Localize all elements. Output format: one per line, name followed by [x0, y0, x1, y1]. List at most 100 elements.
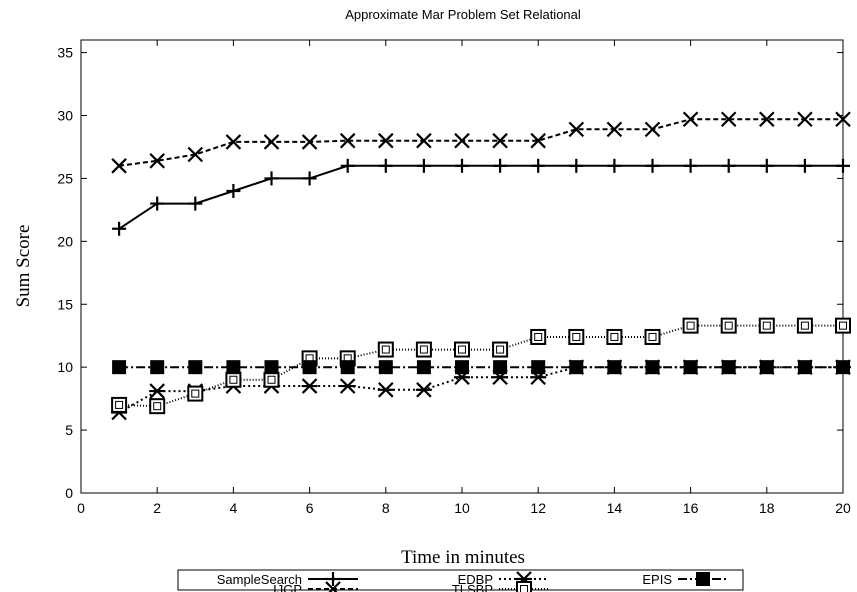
data-point	[112, 221, 127, 236]
data-point	[721, 360, 736, 375]
data-point	[516, 581, 532, 592]
data-point	[720, 317, 737, 334]
y-tick-label: 30	[57, 108, 73, 124]
x-axis: 0 2 4 6 8 10 12 14 16 18 20	[77, 40, 851, 516]
data-point	[188, 196, 203, 211]
data-point	[339, 378, 356, 394]
series-line	[118, 118, 843, 167]
x-tick-label: 18	[759, 500, 775, 516]
data-point	[721, 158, 736, 173]
data-point	[454, 341, 470, 358]
x-tick-label: 10	[454, 500, 470, 516]
data-point	[454, 132, 470, 149]
data-point	[263, 371, 280, 388]
x-axis-label: Time in minutes	[401, 547, 525, 568]
data-point	[759, 158, 774, 173]
data-point	[187, 385, 204, 402]
legend-label: IJGP	[273, 582, 302, 592]
data-point	[568, 121, 585, 138]
data-point	[302, 360, 317, 375]
series-layer	[111, 111, 851, 421]
data-point	[340, 158, 355, 173]
plot-frame	[80, 39, 844, 494]
legend-item: TLSBP	[452, 581, 549, 592]
y-tick-label: 15	[57, 296, 73, 312]
data-point	[682, 111, 699, 128]
data-point	[264, 360, 279, 375]
data-point	[301, 134, 318, 150]
data-point	[836, 158, 850, 173]
data-point	[416, 132, 432, 149]
data-point	[188, 360, 203, 375]
data-point	[493, 360, 508, 375]
data-point	[264, 171, 279, 186]
legend-item: SampleSearch	[217, 572, 358, 587]
data-point	[607, 158, 622, 173]
data-point	[720, 111, 737, 128]
data-point	[569, 360, 584, 375]
series-line	[118, 164, 843, 230]
data-point	[797, 360, 812, 375]
data-point	[187, 146, 204, 163]
data-point	[225, 371, 242, 388]
x-tick-label: 20	[835, 500, 851, 516]
data-point	[644, 328, 661, 345]
data-point	[301, 378, 318, 394]
data-point	[378, 360, 393, 375]
data-point	[455, 360, 469, 375]
y-tick-label: 5	[65, 422, 73, 438]
data-point	[340, 360, 355, 375]
data-point	[226, 360, 241, 375]
data-point	[835, 317, 851, 334]
x-tick-label: 0	[77, 500, 85, 516]
y-axis-label: Sum Score	[13, 225, 34, 308]
series-epis	[112, 360, 850, 375]
legend-box	[177, 569, 744, 591]
data-point	[339, 132, 356, 149]
data-point	[112, 360, 127, 375]
y-tick-label: 35	[57, 45, 73, 61]
data-point	[696, 572, 710, 586]
data-point	[796, 317, 813, 334]
data-point	[683, 360, 698, 375]
data-point	[644, 121, 661, 138]
data-point	[416, 158, 431, 173]
data-point	[797, 111, 813, 128]
data-point	[759, 111, 775, 128]
data-point	[150, 196, 165, 211]
data-point	[683, 158, 698, 173]
data-point	[835, 111, 851, 128]
data-point	[531, 360, 546, 375]
data-point	[836, 360, 850, 375]
data-point	[111, 158, 127, 174]
data-point	[416, 360, 431, 375]
x-tick-label: 4	[230, 500, 238, 516]
legend-label: EPIS	[642, 572, 672, 587]
series-tlsbp	[111, 317, 851, 415]
x-tick-label: 8	[382, 500, 390, 516]
data-point	[758, 317, 775, 334]
data-point	[149, 398, 166, 415]
data-point	[531, 158, 546, 173]
y-tick-label: 10	[57, 359, 73, 375]
x-tick-label: 2	[153, 500, 161, 516]
data-point	[645, 360, 660, 375]
data-point	[492, 341, 509, 358]
data-point	[455, 158, 469, 173]
y-axis: 0 5 10 15 20 25 30 35	[57, 45, 843, 501]
series-samplesearch	[112, 158, 850, 236]
data-point	[263, 134, 280, 150]
data-point	[149, 153, 165, 169]
data-point	[569, 158, 584, 173]
data-point	[493, 158, 508, 173]
data-point	[325, 581, 341, 592]
y-tick-label: 20	[57, 233, 73, 249]
legend-label: TLSBP	[452, 582, 493, 592]
data-point	[492, 132, 508, 149]
legend-label: EDBP	[458, 572, 493, 587]
data-point	[378, 158, 393, 173]
legend-item: IJGP	[273, 581, 358, 592]
data-point	[225, 134, 242, 150]
chart-title: Approximate Mar Problem Set Relational	[345, 7, 581, 22]
